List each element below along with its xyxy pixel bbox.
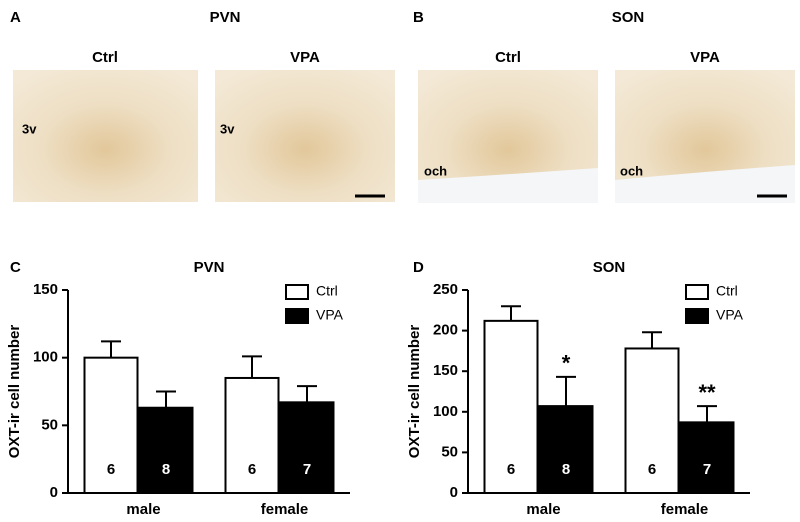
significance: * [562,351,571,376]
n-label: 7 [303,461,311,478]
legend-swatch [685,284,709,300]
micrograph [215,70,395,202]
landmark: och [424,163,447,178]
y-tick-label: 50 [441,443,458,460]
x-tick-label: male [126,501,160,518]
chart-title: PVN [194,259,225,276]
y-axis-label: OXT-ir cell number [406,325,423,459]
n-label: 6 [648,461,656,478]
legend-label: VPA [316,307,344,323]
bar [83,356,139,494]
y-tick-label: 250 [433,281,458,298]
panel-letter: A [10,9,21,26]
legend-label: VPA [716,307,744,323]
optic-chiasm [418,168,598,203]
significance: ** [698,380,716,405]
bar [224,376,280,495]
n-label: 8 [162,461,170,478]
bar [279,401,335,494]
legend-label: Ctrl [316,283,338,299]
panel-letter: D [413,259,424,276]
x-tick-label: female [661,501,709,518]
chart-title: SON [593,259,626,276]
y-axis-label: OXT-ir cell number [6,325,23,459]
image-label: VPA [290,49,320,66]
legend-swatch [285,284,309,300]
n-label: 6 [248,461,256,478]
image-label: Ctrl [495,49,521,66]
y-tick-label: 100 [33,349,58,366]
image-label: VPA [690,49,720,66]
panel-title: PVN [210,9,241,26]
bar [624,347,680,494]
image-label: Ctrl [92,49,118,66]
n-label: 6 [507,461,515,478]
y-tick-label: 200 [433,322,458,339]
panel-letter: C [10,259,21,276]
micrograph [13,70,198,202]
legend-swatch [685,308,709,324]
legend-label: Ctrl [716,283,738,299]
y-tick-label: 150 [433,362,458,379]
bar [483,319,539,494]
landmark: 3v [22,121,37,136]
y-tick-label: 0 [450,484,458,501]
bar [538,405,594,494]
y-tick-label: 100 [433,403,458,420]
panel-title: SON [612,9,645,26]
x-tick-label: female [261,501,309,518]
y-tick-label: 0 [50,484,58,501]
y-tick-label: 50 [41,416,58,433]
legend-swatch [285,308,309,324]
bar [679,421,735,494]
n-label: 7 [703,461,711,478]
landmark: 3v [220,121,235,136]
n-label: 6 [107,461,115,478]
bar [138,406,194,494]
landmark: och [620,163,643,178]
x-tick-label: male [526,501,560,518]
n-label: 8 [562,461,570,478]
optic-chiasm [615,165,795,203]
y-tick-label: 150 [33,281,58,298]
panel-letter: B [413,9,424,26]
